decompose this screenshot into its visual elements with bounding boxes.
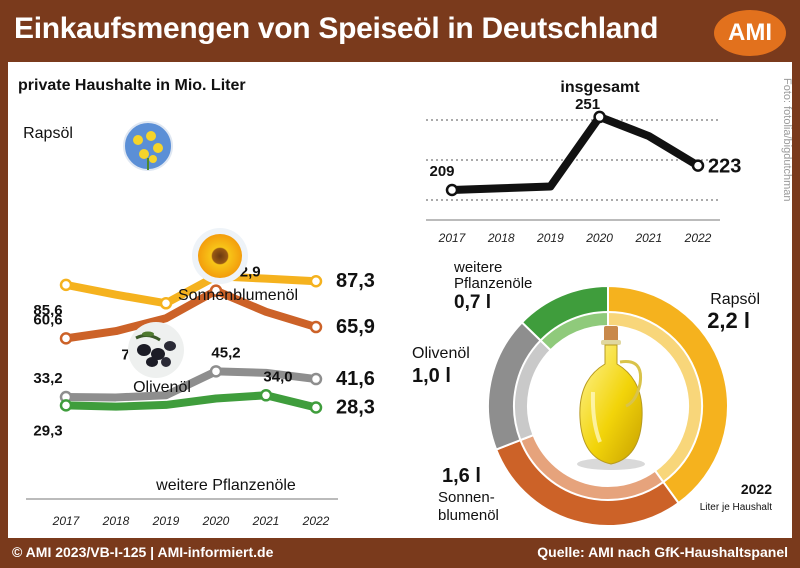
series-olivenoel: 33,2 45,2 41,6 Olivenöl [33, 344, 375, 404]
ami-logo[interactable]: AMI [714, 10, 786, 56]
data-label-last: 223 [708, 156, 741, 178]
private-households-chart: private Haushalte in Mio. Liter 2017 2018 2… [18, 77, 375, 528]
chart-canvas: private Haushalte in Mio. Liter 2017 2018 2… [18, 77, 793, 528]
series-line-sonnenblumenoel [62, 286, 320, 343]
donut-year: 2022 [741, 481, 772, 497]
donut-slice-inner-weitere-pflanzenoele [539, 310, 609, 352]
footer-copyright: © AMI 2023/VB-I-125 | AMI-informiert.de [12, 544, 274, 560]
olives-illustration [128, 322, 184, 378]
data-point [309, 274, 323, 288]
left-x-tick: 2017 [52, 514, 81, 528]
left-x-tick: 2018 [102, 514, 130, 528]
oil-bottle-illustration [577, 326, 645, 470]
data-label-last: 65,9 [336, 316, 375, 338]
left-x-tick: 2021 [252, 514, 280, 528]
right-chart-title: insgesamt [560, 79, 640, 96]
left-x-tick: 2020 [202, 514, 230, 528]
right-x-tick: 2017 [438, 231, 467, 245]
sunflower-illustration [192, 228, 248, 284]
donut-name-rapsoel: Rapsöl [710, 291, 760, 308]
data-label-first: 29,3 [33, 422, 62, 439]
data-label-first: 60,6 [33, 311, 62, 328]
series-line-olivenoel [62, 367, 320, 402]
data-label-max: 34,0 [263, 368, 292, 385]
data-point [59, 278, 73, 292]
series-line-insgesamt [448, 112, 702, 194]
left-x-tick: 2022 [302, 514, 330, 528]
donut-name-sonnenblumenoel-line2: blumenöl [438, 507, 499, 524]
data-label-first: 209 [429, 163, 454, 180]
data-point [309, 372, 323, 386]
data-point [209, 365, 223, 378]
photo-credit: Foto: fotolia/bigdutchman [781, 78, 792, 202]
donut-value-rapsoel: 2,2 l [707, 308, 750, 333]
data-label-last: 87,3 [336, 270, 375, 292]
series-name-rapsoel: Rapsöl [23, 125, 73, 142]
series-insgesamt: 209 251 223 [429, 96, 741, 197]
left-x-tick: 2019 [152, 514, 180, 528]
data-point [309, 401, 323, 414]
right-x-tick: 2021 [634, 231, 662, 245]
donut-name-olivenoel: Olivenöl [412, 345, 470, 362]
data-label-max: 45,2 [211, 344, 240, 361]
right-x-tick: 2019 [536, 231, 564, 245]
data-point [159, 297, 173, 310]
data-label-first: 85,6 [33, 302, 62, 319]
data-label-max: 251 [575, 96, 600, 113]
page-title: Einkaufsmengen von Speiseöl in Deutschla… [14, 12, 659, 45]
data-point [259, 389, 273, 402]
donut-name-weitere-line2: Pflanzenöle [454, 275, 532, 292]
donut-unit: Liter je Haushalt [700, 502, 772, 513]
series-name-weitere-pflanzenoele: weitere Pflanzenöle [155, 477, 296, 494]
series-weitere-pflanzenoele: 29,3 34,0 28,3 weitere Pflanzenöle [33, 368, 375, 494]
data-label-first: 33,2 [33, 370, 62, 387]
right-x-tick: 2020 [585, 231, 613, 245]
data-label-last: 41,6 [336, 368, 375, 390]
rapeseed-illustration [123, 121, 173, 171]
right-x-tick: 2022 [684, 231, 712, 245]
data-point [593, 110, 606, 124]
data-label-last: 28,3 [336, 396, 375, 418]
left-chart-title: private Haushalte in Mio. Liter [18, 77, 246, 94]
right-x-tick: 2018 [487, 231, 515, 245]
data-point [59, 399, 73, 412]
data-point [59, 332, 73, 345]
donut-name-sonnenblumenoel-line1: Sonnen- [438, 489, 495, 506]
donut-value-weitere: 0,7 l [454, 292, 491, 313]
chart-panel: private Haushalte in Mio. Liter 2017 2018 2… [8, 62, 793, 538]
data-point [309, 320, 323, 334]
series-line-weitere-pflanzenoele [62, 391, 320, 412]
data-point [209, 284, 223, 297]
series-line-rapsoel [62, 272, 320, 308]
data-point [445, 183, 459, 197]
series-name-sonnenblumenoel: Sonnenblumenöl [178, 287, 298, 304]
donut-value-sonnenblumenoel: 1,6 l [442, 465, 481, 487]
donut-value-olivenoel: 1,0 l [412, 365, 451, 387]
footer-source: Quelle: AMI nach GfK-Haushaltspanel [537, 544, 788, 560]
donut-name-weitere-line1: weitere [453, 259, 502, 276]
data-point [691, 159, 705, 172]
series-name-olivenoel: Olivenöl [133, 379, 191, 396]
header-bar: Einkaufsmengen von Speiseöl in Deutschla… [0, 0, 800, 62]
